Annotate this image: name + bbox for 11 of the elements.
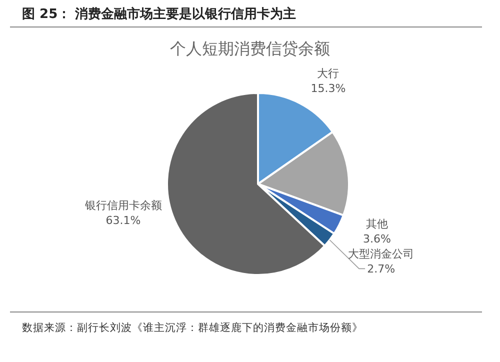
data-label: 3.6% <box>363 232 391 246</box>
data-label: 2.7% <box>367 262 396 276</box>
slice-label: 银行信用卡余额 <box>84 198 162 212</box>
data-label: 15.3% <box>310 82 346 95</box>
slice-label: 大型消金公司 <box>348 248 414 261</box>
data-label: 63.1% <box>106 214 141 227</box>
chart-subtitle: 个人短期消费信贷余额 <box>170 39 330 58</box>
chart-title: 图 25： 消费金融市场主要是以银行信用卡为主 <box>22 6 296 22</box>
slice-label: 其他 <box>366 218 388 231</box>
source-note: 数据来源：副行长刘波《谁主沉浮：群雄逐鹿下的消费金融市场份额》 <box>22 321 363 334</box>
slice-label: 大行 <box>317 66 340 80</box>
